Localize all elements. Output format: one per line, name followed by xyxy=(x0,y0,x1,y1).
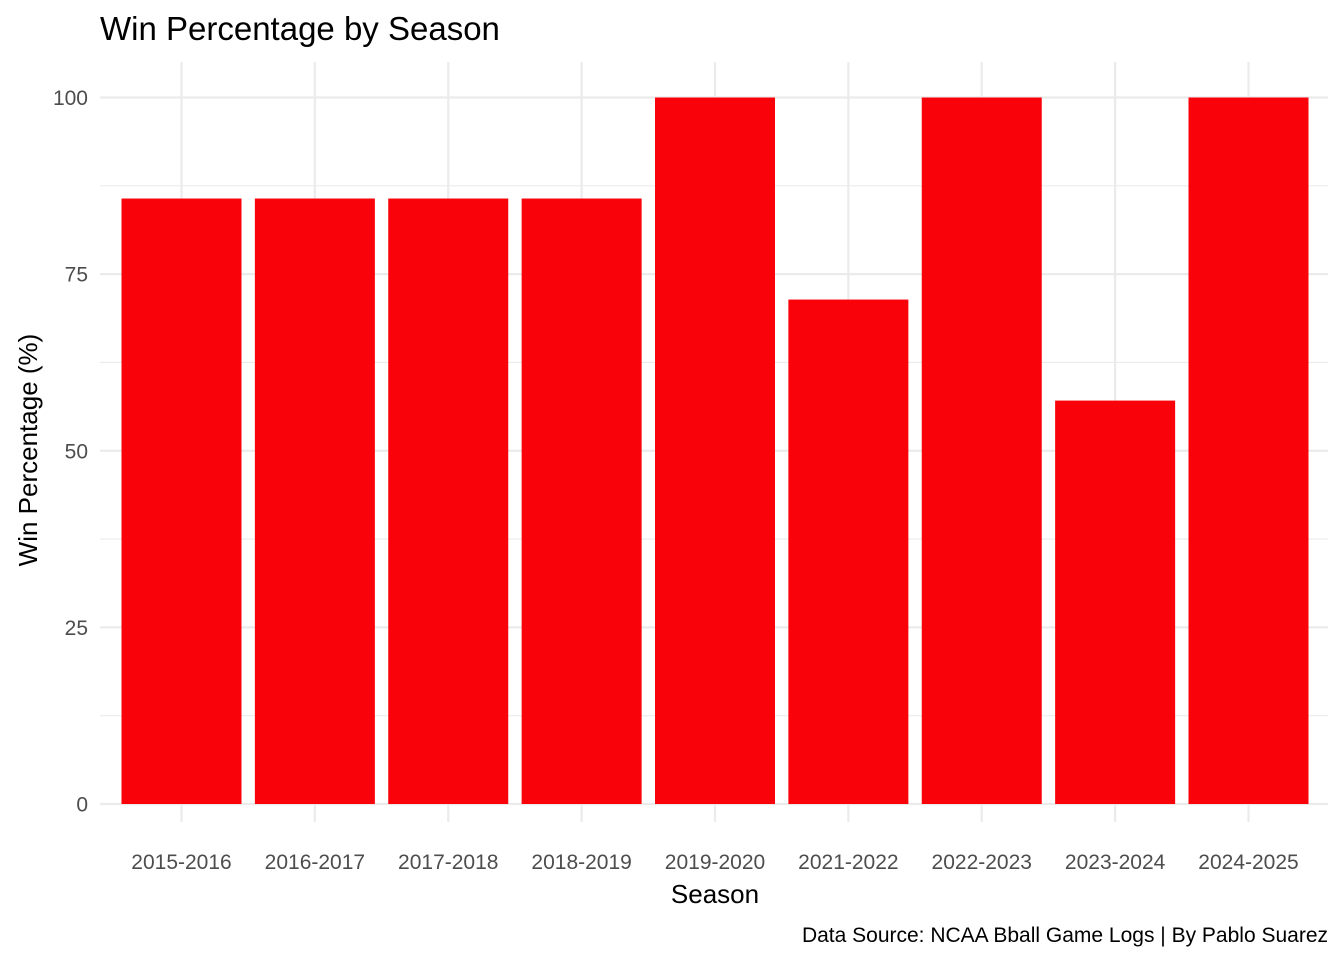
bar-2022-2023 xyxy=(921,97,1042,804)
x-axis-ticks: 2015-2016 2016-2017 2017-2018 2018-2019 2019… xyxy=(131,851,1298,874)
x-tick-label: 2018-2019 xyxy=(531,851,631,874)
chart-title: Win Percentage by Season xyxy=(100,10,500,47)
bar-2024-2025 xyxy=(1188,97,1309,804)
x-tick-label: 2021-2022 xyxy=(798,851,898,874)
bar-2017-2018 xyxy=(388,198,509,805)
bars-group xyxy=(121,97,1309,805)
bar-2021-2022 xyxy=(788,299,909,804)
x-tick-label: 2015-2016 xyxy=(131,851,231,874)
x-tick-label: 2023-2024 xyxy=(1065,851,1166,874)
y-tick-label: 50 xyxy=(65,440,88,463)
y-tick-label: 0 xyxy=(76,794,88,817)
bar-2018-2019 xyxy=(521,198,642,805)
bar-2016-2017 xyxy=(254,198,375,805)
bar-2015-2016 xyxy=(121,198,242,805)
y-axis-title: Win Percentage (%) xyxy=(13,334,43,567)
x-tick-label: 2017-2018 xyxy=(398,851,498,874)
bar-2023-2024 xyxy=(1055,400,1176,804)
x-tick-label: 2016-2017 xyxy=(265,851,365,874)
y-tick-label: 100 xyxy=(53,87,88,110)
y-axis-ticks: 0 25 50 75 100 xyxy=(53,87,88,817)
x-axis-title: Season xyxy=(671,879,759,909)
bar-2019-2020 xyxy=(655,97,775,804)
x-tick-label: 2022-2023 xyxy=(932,851,1032,874)
x-tick-label: 2024-2025 xyxy=(1198,851,1298,874)
chart-caption: Data Source: NCAA Bball Game Logs | By P… xyxy=(802,924,1328,947)
x-tick-label: 2019-2020 xyxy=(665,851,765,874)
y-tick-label: 75 xyxy=(65,264,88,287)
y-tick-label: 25 xyxy=(65,617,88,640)
